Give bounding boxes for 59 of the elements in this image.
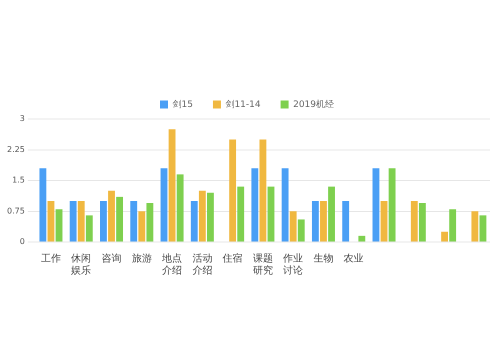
bar bbox=[39, 168, 46, 242]
legend-label: 2019机经 bbox=[293, 98, 334, 110]
x-tick-label: 咨询 bbox=[102, 252, 122, 265]
bar bbox=[168, 129, 176, 242]
x-tick-label: 工作 bbox=[40, 254, 61, 265]
bar bbox=[108, 190, 115, 242]
x-tick-label: 住宿 bbox=[222, 252, 243, 265]
y-tick-label: 0 bbox=[20, 237, 25, 246]
bar bbox=[56, 209, 62, 242]
bar bbox=[312, 201, 319, 242]
bar bbox=[176, 174, 184, 242]
bar bbox=[372, 168, 380, 242]
bar bbox=[282, 168, 289, 242]
bar bbox=[116, 196, 124, 242]
bar bbox=[342, 201, 350, 242]
x-tick-label: 休闲娱乐 bbox=[71, 252, 92, 277]
legend-label: 剑15 bbox=[172, 98, 193, 110]
bar bbox=[138, 211, 146, 242]
bar bbox=[388, 168, 396, 242]
bar bbox=[290, 211, 297, 242]
bar bbox=[206, 192, 214, 242]
bar bbox=[237, 186, 244, 242]
bar bbox=[130, 201, 138, 242]
x-tick-label: 课题研究 bbox=[252, 252, 273, 277]
legend-label: 剑11-14 bbox=[225, 98, 261, 110]
x-tick-label: 农业 bbox=[344, 252, 364, 265]
bar bbox=[268, 186, 274, 242]
y-tick-label: 2.25 bbox=[7, 144, 25, 154]
x-tick-label: 地点介绍 bbox=[161, 252, 182, 277]
bar bbox=[160, 168, 168, 242]
bar bbox=[146, 203, 154, 242]
bar bbox=[410, 201, 418, 242]
bar bbox=[380, 201, 388, 242]
bar bbox=[449, 209, 456, 242]
bar bbox=[86, 215, 93, 242]
y-tick-label: 3 bbox=[20, 114, 25, 124]
x-tick-label: 旅游 bbox=[132, 252, 152, 265]
bar bbox=[48, 201, 54, 242]
y-tick-label: 0.75 bbox=[7, 206, 25, 216]
x-tick-label: 活动介绍 bbox=[192, 252, 212, 277]
y-tick-label: 1.5 bbox=[12, 176, 25, 185]
bar bbox=[320, 201, 327, 242]
bar bbox=[70, 201, 77, 242]
bar bbox=[441, 232, 448, 242]
bar bbox=[471, 211, 478, 242]
bar bbox=[229, 140, 236, 242]
bar bbox=[78, 201, 85, 242]
bar bbox=[259, 140, 266, 242]
bar bbox=[358, 236, 366, 242]
bar bbox=[328, 186, 335, 242]
bar bbox=[480, 215, 486, 242]
bar bbox=[298, 219, 305, 242]
bar bbox=[100, 201, 107, 242]
bar bbox=[418, 203, 426, 242]
bar bbox=[251, 168, 258, 242]
bar bbox=[198, 190, 206, 242]
x-tick-label: 作业讨论 bbox=[282, 252, 304, 277]
bar bbox=[190, 201, 198, 242]
x-tick-label: 生物 bbox=[313, 252, 334, 265]
